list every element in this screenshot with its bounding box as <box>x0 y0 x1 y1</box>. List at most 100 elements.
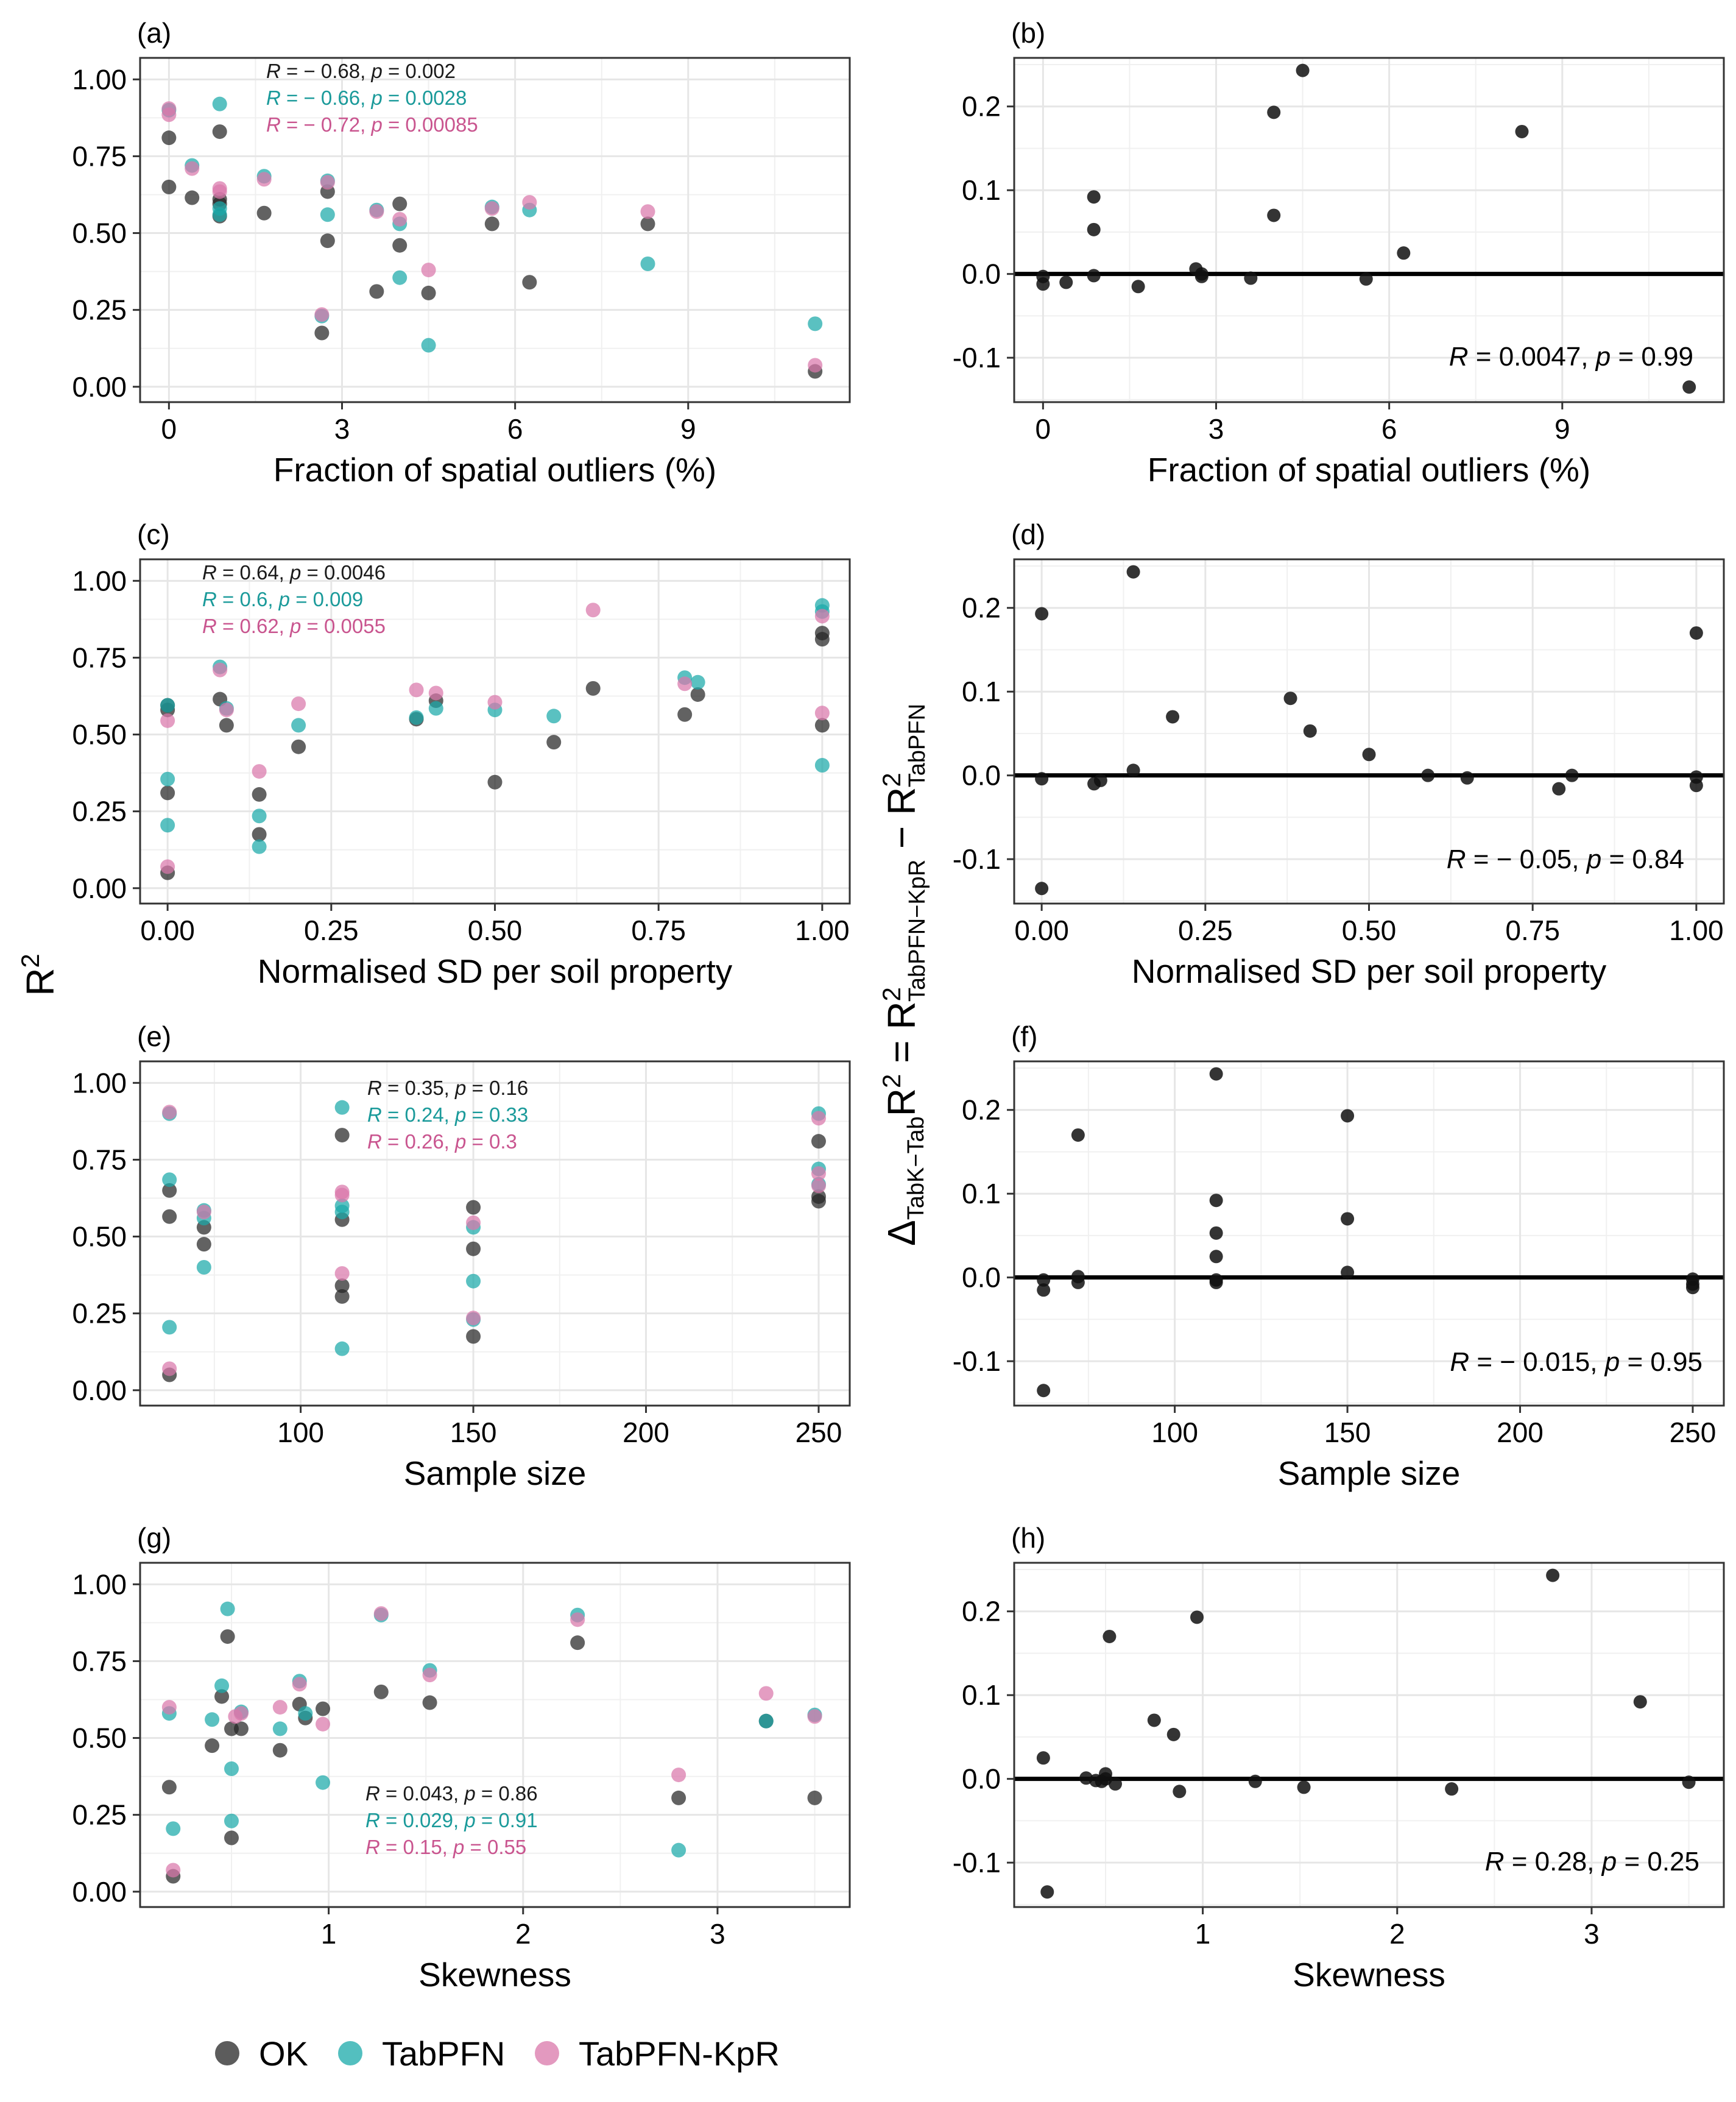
point-ok <box>220 1629 235 1644</box>
annotation-part: = 0.0047, <box>1469 342 1596 372</box>
annotation-part: R <box>266 87 281 109</box>
y-tick-label: 0.0 <box>962 258 1001 290</box>
panel-label: (d) <box>1011 518 1045 550</box>
x-tick-label: 6 <box>507 413 523 445</box>
point-diff <box>1209 1275 1223 1289</box>
point-tabpfn <box>758 1713 774 1729</box>
point-diff <box>1303 724 1317 738</box>
y-tick-label: 0.2 <box>962 592 1001 624</box>
point-tabpfn <box>671 1842 686 1858</box>
point-diff <box>1445 1782 1459 1796</box>
point-ok <box>814 718 830 733</box>
correlation-annotation: R = 0.029, p = 0.91 <box>365 1809 538 1831</box>
x-tick-label: 200 <box>1497 1417 1544 1448</box>
point-tabpfn <box>291 718 306 733</box>
annotation-part: p <box>370 60 382 82</box>
annotation-part: = 0.25 <box>1617 1847 1699 1877</box>
point-tabpfn <box>166 1821 181 1836</box>
point-diff <box>1283 692 1297 706</box>
point-ok <box>160 785 175 801</box>
point-ok <box>671 1790 686 1805</box>
point-ok <box>196 1237 211 1252</box>
point-diff <box>1037 1273 1051 1287</box>
point-tabpfn-kpr <box>807 1709 822 1724</box>
annotation-part: = 0.009 <box>290 588 363 610</box>
annotation-part: R <box>1449 342 1469 372</box>
point-tabpfn-kpr <box>640 204 655 219</box>
plot-area <box>1014 1563 1724 1907</box>
annotation-part: = 0.26, <box>382 1130 455 1153</box>
point-tabpfn-kpr <box>256 172 272 187</box>
y-tick-label: -0.1 <box>953 1345 1001 1377</box>
point-tabpfn-kpr <box>811 1178 826 1194</box>
point-tabpfn-kpr <box>213 662 228 678</box>
point-tabpfn <box>428 701 443 716</box>
annotation-part: = 0.0055 <box>301 615 386 637</box>
point-ok <box>214 1689 230 1704</box>
point-tabpfn-kpr <box>373 1606 389 1621</box>
point-diff <box>1296 63 1310 77</box>
panel-label: (e) <box>137 1021 171 1052</box>
point-tabpfn-kpr <box>570 1612 585 1627</box>
legend-marker-ok <box>215 2041 239 2065</box>
point-tabpfn <box>334 1341 350 1356</box>
point-diff <box>1036 1751 1050 1765</box>
point-diff <box>1682 1775 1696 1789</box>
panel-border <box>1013 558 1725 905</box>
panel-e: 100 150 200 250 0.00 0.25 0.50 0.75 1.00 (e) Sampl… <box>72 1021 851 1492</box>
annotation-part: p <box>1601 1847 1617 1877</box>
point-tabpfn <box>160 818 175 833</box>
annotation-part: R <box>202 561 217 584</box>
x-tick-label: 2 <box>1389 1918 1405 1950</box>
point-ok <box>334 1128 350 1143</box>
point-diff <box>1087 190 1101 204</box>
annotation-part: = 0.24, <box>382 1103 455 1126</box>
point-tabpfn <box>334 1100 350 1115</box>
point-ok <box>162 1209 177 1224</box>
point-diff <box>1685 1281 1699 1295</box>
point-tabpfn <box>212 207 227 222</box>
point-tabpfn-kpr <box>161 107 177 122</box>
panel-d: 0.00 0.25 0.50 0.75 1.00 -0.1 0.0 0.1 0.2 (d) Norm… <box>953 518 1725 990</box>
x-tick-label: 150 <box>1324 1417 1371 1448</box>
panels: 0 3 6 90.000.250.500.751.00(a)Fraction of s… <box>72 17 1725 1994</box>
annotation-part: = 0.91 <box>476 1809 538 1831</box>
panel-c: 0.00 0.25 0.50 0.75 1.00 0.00 0.25 0.50 0.75 1.00… <box>72 518 851 990</box>
point-ok <box>546 735 562 750</box>
point-ok <box>811 1134 826 1149</box>
point-tabpfn-kpr <box>409 682 424 698</box>
point-tabpfn-kpr <box>466 1215 481 1230</box>
panel-border <box>139 1060 851 1407</box>
point-tabpfn <box>252 809 267 824</box>
point-ok <box>252 827 267 842</box>
point-diff <box>1036 277 1050 291</box>
annotation-part: = 0.16 <box>466 1077 528 1099</box>
correlation-annotation: R = 0.15, p = 0.55 <box>365 1836 526 1858</box>
point-tabpfn <box>316 1775 331 1790</box>
annotation-part: p <box>464 1809 475 1831</box>
annotation-part: = 0.00085 <box>383 113 478 136</box>
y-tick-label: 0.00 <box>72 1876 127 1908</box>
annotation-part: R <box>266 113 281 136</box>
y-tick-label: 0.25 <box>72 796 127 827</box>
plot-area <box>1014 1061 1724 1406</box>
point-tabpfn-kpr <box>677 676 693 692</box>
point-tabpfn-kpr <box>185 161 200 176</box>
point-ok <box>392 196 408 211</box>
point-tabpfn-kpr <box>161 1700 177 1715</box>
point-tabpfn <box>808 316 823 331</box>
annotation-part: R <box>365 1809 380 1831</box>
panel-label: (f) <box>1011 1021 1037 1052</box>
annotation-part: p <box>1595 342 1611 372</box>
y-tick-label: -0.1 <box>953 1847 1001 1878</box>
x-tick-label: 0.75 <box>1505 915 1560 946</box>
annotation-part: R <box>202 615 217 637</box>
point-diff <box>1166 1727 1180 1741</box>
y-tick-label: 0.50 <box>72 1221 127 1253</box>
annotation-part: p <box>278 588 290 610</box>
point-diff <box>1087 269 1101 283</box>
x-tick-label: 250 <box>1670 1417 1717 1448</box>
point-ok <box>585 681 601 696</box>
point-tabpfn <box>466 1273 481 1289</box>
